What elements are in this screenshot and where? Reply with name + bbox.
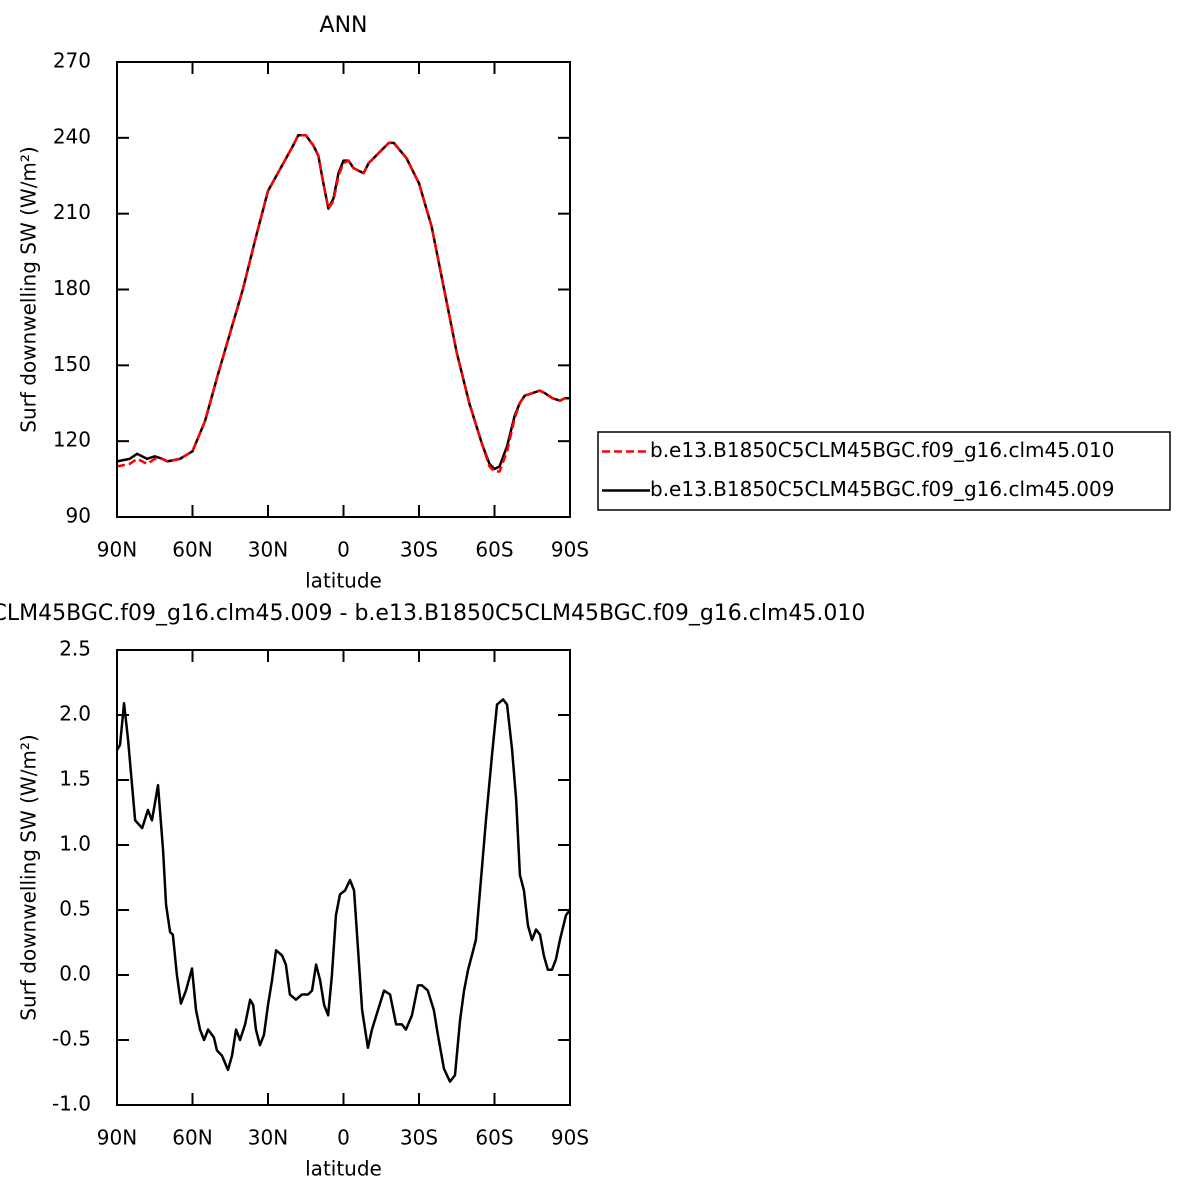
y-tick-label: 210 (53, 200, 91, 224)
y-tick-label: 90 (66, 504, 91, 528)
y-tick-label: 180 (53, 276, 91, 300)
plot-frame (116, 649, 571, 1106)
legend-box (597, 431, 1171, 511)
data-line (116, 134, 570, 471)
x-tick-label: 90N (97, 1126, 137, 1150)
x-tick-label: 60S (475, 538, 513, 562)
data-line (115, 698, 571, 1083)
y-axis-label: Surf downwelling SW (W/m²) (17, 734, 41, 1020)
x-tick-label: 30S (400, 538, 438, 562)
chart-title: ANN (320, 13, 368, 38)
x-tick-label: 90N (97, 538, 137, 562)
x-tick-label: 30N (248, 538, 288, 562)
x-tick-label: 0 (337, 538, 350, 562)
x-tick-label: 30S (400, 1126, 438, 1150)
y-tick-label: 2.0 (59, 702, 91, 726)
y-tick-label: 0.0 (59, 962, 91, 986)
legend-label: b.e13.B1850C5CLM45BGC.f09_g16.clm45.010 (650, 438, 1114, 462)
plot-frame (116, 61, 571, 518)
y-tick-label: 1.5 (59, 767, 91, 791)
data-line (116, 134, 570, 473)
y-tick-label: 0.5 (59, 897, 91, 921)
x-tick-label: 0 (337, 1126, 350, 1150)
x-axis-label: latitude (305, 569, 382, 593)
y-tick-label: 150 (53, 352, 91, 376)
x-tick-label: 60N (172, 538, 212, 562)
chart-title: b.e13.B1850C5CLM45BGC.f09_g16.clm45.009 … (0, 601, 865, 626)
x-axis-label: latitude (305, 1157, 382, 1181)
x-tick-label: 60S (475, 1126, 513, 1150)
y-tick-label: -1.0 (52, 1092, 91, 1116)
x-tick-label: 60N (172, 1126, 212, 1150)
x-tick-label: 30N (248, 1126, 288, 1150)
y-tick-label: 2.5 (59, 637, 91, 661)
legend-label: b.e13.B1850C5CLM45BGC.f09_g16.clm45.009 (650, 477, 1114, 501)
y-tick-label: -0.5 (52, 1027, 91, 1051)
y-axis-label: Surf downwelling SW (W/m²) (17, 146, 41, 432)
y-tick-label: 270 (53, 49, 91, 73)
y-tick-label: 1.0 (59, 832, 91, 856)
y-tick-label: 240 (53, 124, 91, 148)
y-tick-label: 120 (53, 428, 91, 452)
x-tick-label: 90S (551, 1126, 589, 1150)
x-tick-label: 90S (551, 538, 589, 562)
